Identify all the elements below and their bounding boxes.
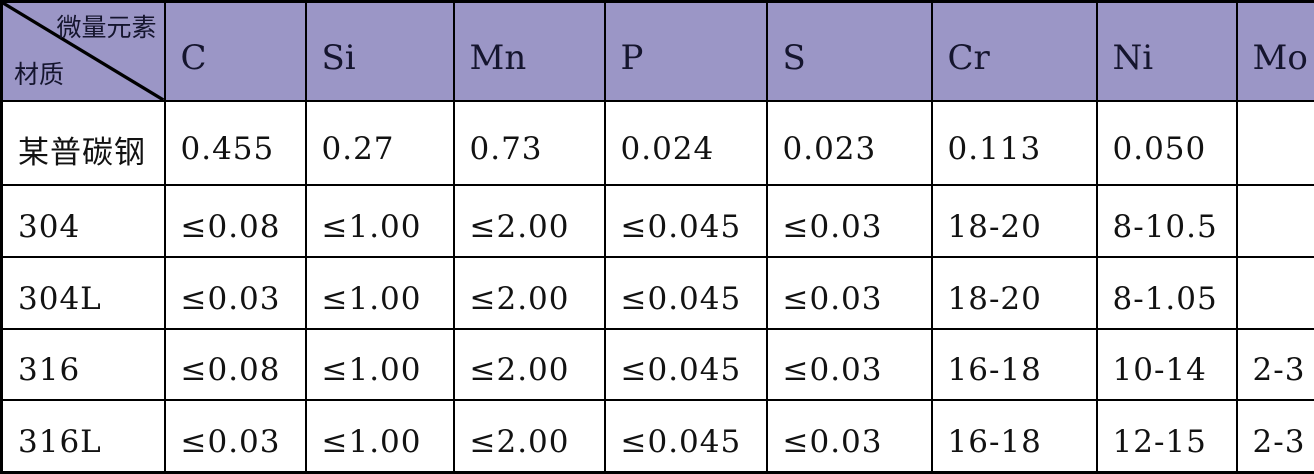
table-cell [1235,256,1314,330]
corner-label-material: 材质 [14,60,65,89]
table-cell: ≤0.03 [765,327,933,402]
table-cell: ≤0.03 [163,399,307,474]
table-cell: 16-18 [930,399,1098,474]
table-cell: ≤0.08 [163,184,307,259]
column-header-p: P [603,0,768,102]
table-cell: ≤0.045 [603,256,768,330]
table-cell: ≤1.00 [304,327,455,402]
table-cell: ≤2.00 [452,256,606,330]
material-name: 304 [0,184,166,259]
table-cell: 8-1.05 [1095,256,1238,330]
table-cell: ≤0.03 [765,184,933,259]
table-row: 304L ≤0.03 ≤1.00 ≤2.00 ≤0.045 ≤0.03 18-2… [0,256,1314,330]
column-header-si: Si [304,0,455,102]
table-cell: 0.113 [930,99,1098,187]
table-cell: 18-20 [930,256,1098,330]
table-cell: ≤2.00 [452,399,606,474]
table-cell: ≤0.045 [603,327,768,402]
table-cell: ≤1.00 [304,399,455,474]
table-cell: 10-14 [1095,327,1238,402]
table-row: 316L ≤0.03 ≤1.00 ≤2.00 ≤0.045 ≤0.03 16-1… [0,399,1314,474]
table-cell: 0.27 [304,99,455,187]
material-name: 316 [0,327,166,402]
column-header-s: S [765,0,933,102]
table-cell: ≤0.045 [603,399,768,474]
table-cell: ≤0.03 [163,256,307,330]
table-cell [1235,184,1314,259]
column-header-mn: Mn [452,0,606,102]
table-row: 316 ≤0.08 ≤1.00 ≤2.00 ≤0.045 ≤0.03 16-18… [0,327,1314,402]
corner-label-trace-elements: 微量元素 [56,13,157,42]
table-cell: 12-15 [1095,399,1238,474]
table-cell: 0.73 [452,99,606,187]
table-cell: ≤1.00 [304,256,455,330]
table-cell: ≤2.00 [452,184,606,259]
table-cell: ≤0.03 [765,256,933,330]
column-header-mo: Mo [1235,0,1314,102]
table-row: 某普碳钢 0.455 0.27 0.73 0.024 0.023 0.113 0… [0,99,1314,187]
diagonal-divider-line [3,3,163,100]
table-row: 304 ≤0.08 ≤1.00 ≤2.00 ≤0.045 ≤0.03 18-20… [0,184,1314,259]
table-cell: ≤1.00 [304,184,455,259]
table-cell: 16-18 [930,327,1098,402]
table-cell: 0.024 [603,99,768,187]
table-cell: ≤0.045 [603,184,768,259]
table-cell: 0.023 [765,99,933,187]
table-cell: ≤0.03 [765,399,933,474]
table-cell: ≤2.00 [452,327,606,402]
table-cell [1235,99,1314,187]
material-name: 某普碳钢 [0,99,166,187]
table-cell: 8-10.5 [1095,184,1238,259]
column-header-ni: Ni [1095,0,1238,102]
corner-header-cell: 微量元素 材质 [0,0,166,102]
column-header-c: C [163,0,307,102]
table-cell: 2-3 [1235,327,1314,402]
header-row: 微量元素 材质 C Si Mn P S Cr Ni Mo [0,0,1314,102]
material-name: 316L [0,399,166,474]
table-cell: 18-20 [930,184,1098,259]
table-cell: 0.455 [163,99,307,187]
table-cell: 0.050 [1095,99,1238,187]
table-cell: ≤0.08 [163,327,307,402]
table-cell: 2-3 [1235,399,1314,474]
material-name: 304L [0,256,166,330]
column-header-cr: Cr [930,0,1098,102]
